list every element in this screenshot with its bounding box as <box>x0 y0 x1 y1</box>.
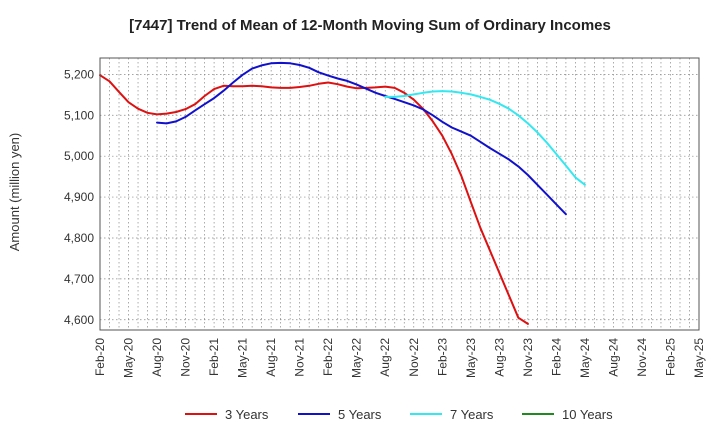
x-tick-label: May-20 <box>122 338 136 378</box>
x-tick-label: Aug-23 <box>492 338 506 377</box>
x-tick-label: Nov-22 <box>407 338 421 377</box>
plot-frame <box>99 57 700 331</box>
x-tick-label: May-25 <box>692 338 706 378</box>
grid <box>100 58 699 330</box>
x-tick-label: Feb-20 <box>93 338 107 376</box>
legend-label: 5 Years <box>338 407 382 422</box>
x-tick-label: Aug-21 <box>264 338 278 377</box>
x-tick-label: May-21 <box>236 338 250 378</box>
x-tick-label: May-23 <box>464 338 478 378</box>
y-tick-label: 4,700 <box>64 272 94 286</box>
series-layer <box>99 61 586 325</box>
x-axis-ticks: Feb-20 May-20 Aug-20 Nov-20 Feb-21 May-21 Aug-… <box>93 338 706 378</box>
legend: 3 Years 5 Years 7 Years 10 Years <box>185 407 613 422</box>
y-tick-label: 5,000 <box>64 149 94 163</box>
x-tick-label: Feb-25 <box>663 338 677 376</box>
y-tick-label: 5,100 <box>64 108 94 122</box>
x-tick-label: Nov-24 <box>635 338 649 377</box>
x-tick-label: Nov-20 <box>179 338 193 377</box>
x-tick-label: Feb-22 <box>321 338 335 376</box>
x-tick-label: Aug-22 <box>378 338 392 377</box>
legend-label: 3 Years <box>225 407 269 422</box>
y-tick-label: 4,800 <box>64 231 94 245</box>
y-tick-label: 4,900 <box>64 190 94 204</box>
x-tick-label: Feb-24 <box>549 338 563 376</box>
legend-label: 10 Years <box>562 407 613 422</box>
legend-label: 7 Years <box>450 407 494 422</box>
x-tick-label: May-24 <box>578 338 592 378</box>
y-axis-ticks: 4,600 4,700 4,800 4,900 5,000 5,100 5,200 <box>64 67 94 326</box>
chart-title: [7447] Trend of Mean of 12-Month Moving … <box>129 17 611 34</box>
x-tick-label: Aug-20 <box>150 338 164 377</box>
series-line-3-years <box>99 74 529 325</box>
y-tick-label: 4,600 <box>64 313 94 327</box>
x-tick-label: Aug-24 <box>606 338 620 377</box>
x-tick-label: Nov-23 <box>521 338 535 377</box>
x-tick-label: Feb-23 <box>435 338 449 376</box>
y-tick-label: 5,200 <box>64 67 94 81</box>
x-tick-label: May-22 <box>350 338 364 378</box>
series-line-5-years <box>156 61 567 216</box>
y-axis-label: Amount (million yen) <box>7 133 22 252</box>
series-line-7-years <box>384 90 586 186</box>
x-tick-label: Feb-21 <box>207 338 221 376</box>
x-tick-label: Nov-21 <box>293 338 307 377</box>
